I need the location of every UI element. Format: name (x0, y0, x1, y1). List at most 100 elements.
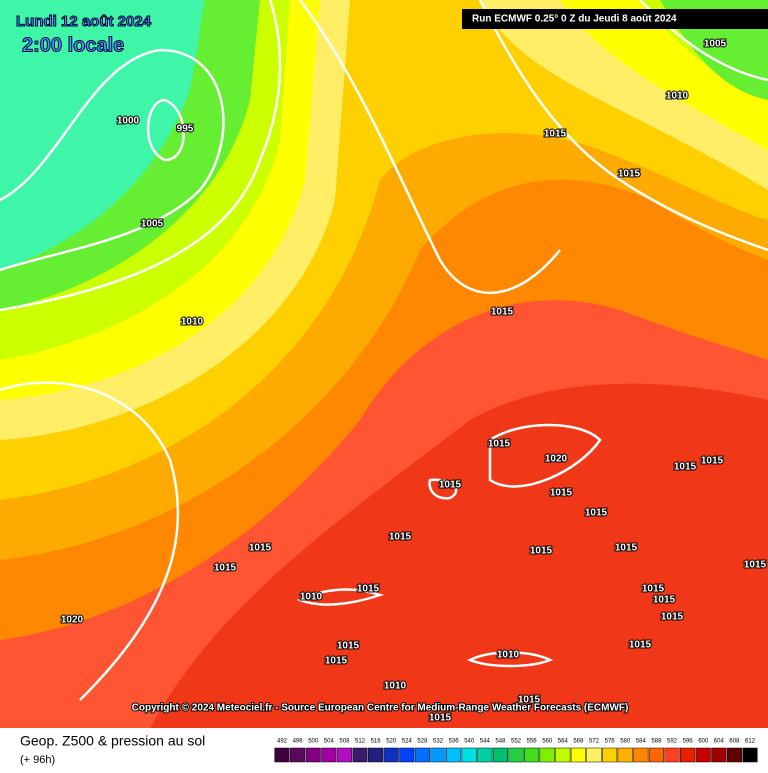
scale-label: 556 (527, 739, 538, 745)
scale-swatch (321, 747, 337, 763)
scale-swatch (336, 747, 352, 763)
scale-label: 584 (636, 739, 647, 745)
isobar-label: 1015 (544, 129, 567, 140)
isobar-label: 1015 (491, 307, 514, 318)
scale-label: 508 (339, 739, 350, 745)
isobar-label: 1005 (704, 39, 727, 50)
footer-lead: (+ 96h) (20, 754, 55, 766)
isobar-label: 1005 (141, 219, 164, 230)
time-label: 2:00 locale (22, 34, 124, 56)
scale-label: 596 (683, 739, 694, 745)
scale-swatch (508, 747, 524, 763)
scale-swatch (477, 747, 493, 763)
scale-label: 528 (417, 739, 428, 745)
scale-swatch (570, 747, 586, 763)
scale-label: 500 (308, 739, 319, 745)
scale-label: 580 (620, 739, 631, 745)
scale-swatch (586, 747, 602, 763)
scale-swatch (492, 747, 508, 763)
isobar-label: 1015 (642, 584, 665, 595)
scale-swatch (430, 747, 446, 763)
isobar-label: 1020 (545, 454, 568, 465)
isobar (0, 48, 225, 272)
run-box (462, 9, 768, 29)
scale-label: 612 (745, 739, 756, 745)
isobar-label: 1015 (325, 656, 348, 667)
scale-label: 576 (605, 739, 616, 745)
scale-swatch (602, 747, 618, 763)
scale-label: 572 (589, 739, 600, 745)
scale-swatch (446, 747, 462, 763)
scale-swatch (290, 747, 306, 763)
isobar-label: 1015 (518, 695, 541, 706)
scale-label: 608 (729, 739, 740, 745)
scale-label: 552 (511, 739, 522, 745)
isobar-label: 1015 (629, 640, 652, 651)
footer-title: Geop. Z500 & pression au sol (20, 733, 205, 749)
date-label: Lundi 12 août 2024 (16, 13, 152, 30)
isobar (296, 588, 384, 606)
scale-label: 544 (480, 739, 491, 745)
isobar-label: 1015 (585, 508, 608, 519)
scale-swatch (633, 747, 649, 763)
scale-label: 604 (714, 739, 725, 745)
scale-label: 516 (371, 739, 382, 745)
isobar-label: 1015 (429, 713, 452, 724)
scale-swatch (274, 747, 290, 763)
isobar-label: 1010 (300, 592, 323, 603)
isobar-label: 1015 (214, 563, 237, 574)
scale-label: 560 (542, 739, 553, 745)
scale-label: 512 (355, 739, 366, 745)
isobar (146, 98, 185, 162)
band (150, 383, 768, 728)
isobar (298, 0, 561, 295)
isobar-label: 1015 (439, 480, 462, 491)
scale-label: 492 (277, 739, 288, 745)
scale-label: 548 (495, 739, 506, 745)
run-label: Run ECMWF 0.25° 0 Z du Jeudi 8 août 2024 (472, 14, 677, 25)
isobar-label: 1020 (61, 615, 84, 626)
scale-swatch (461, 747, 477, 763)
scale-label: 564 (558, 739, 569, 745)
scale-swatch (742, 747, 758, 763)
isobar (0, 0, 282, 312)
isobar-label: 1015 (701, 456, 724, 467)
isobar (488, 423, 602, 488)
scale-swatch (726, 747, 742, 763)
isobar-label: 1015 (661, 612, 684, 623)
isobar-label: 1015 (674, 462, 697, 473)
isobar (478, 0, 768, 252)
isobar (428, 478, 458, 500)
scale-label: 496 (293, 739, 304, 745)
scale-swatch (414, 747, 430, 763)
isobar-label: 1010 (666, 91, 689, 102)
scale-swatch (352, 747, 368, 763)
copyright: Copyright © 2024 Meteociel.fr - Source E… (132, 703, 629, 714)
scale-swatch (680, 747, 696, 763)
isobar-label: 1015 (615, 543, 638, 554)
isobar-label: 1000 (117, 116, 140, 127)
isobar-label: 1015 (249, 543, 272, 554)
scale-label: 536 (449, 739, 460, 745)
scale-swatch (695, 747, 711, 763)
scale-swatch (555, 747, 571, 763)
scale-label: 532 (433, 739, 444, 745)
scale-swatch (524, 747, 540, 763)
isobar-label: 995 (177, 124, 194, 135)
scale-swatch (664, 747, 680, 763)
scale-label: 540 (464, 739, 475, 745)
scale-label: 520 (386, 739, 397, 745)
isobar-label: 1015 (744, 560, 767, 571)
isobar-label: 1010 (384, 681, 407, 692)
scale-label: 592 (667, 739, 678, 745)
scale-label: 600 (698, 739, 709, 745)
isobar (0, 381, 180, 701)
isobar (466, 651, 554, 668)
isobar-label: 1015 (337, 641, 360, 652)
scale-swatch (305, 747, 321, 763)
scale-swatch (383, 747, 399, 763)
isobar-label: 1015 (389, 532, 412, 543)
scale-label: 504 (324, 739, 335, 745)
